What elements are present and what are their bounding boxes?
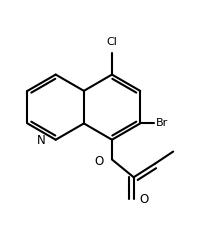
Text: Br: Br [156,119,168,129]
Text: O: O [95,155,104,168]
Text: Cl: Cl [106,37,117,47]
Text: N: N [37,134,46,147]
Text: O: O [140,193,149,206]
